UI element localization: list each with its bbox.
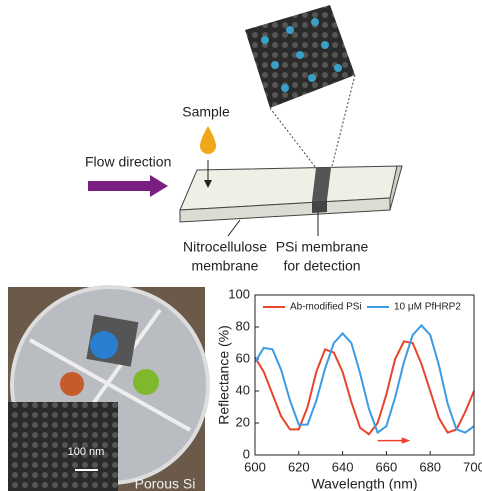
y-tick-label: 40 — [236, 382, 250, 397]
series-line — [255, 325, 474, 432]
scale-label: 100 nm — [68, 446, 105, 458]
y-axis-label: Reflectance (%) — [216, 325, 232, 425]
y-tick-label: 20 — [236, 414, 250, 429]
x-tick-label: 680 — [419, 459, 441, 474]
flow-arrow — [88, 181, 150, 191]
psi-band — [312, 200, 327, 213]
legend-label: Ab-modified PSi — [290, 302, 362, 313]
spot — [90, 331, 118, 359]
x-tick-label: 660 — [376, 459, 398, 474]
photo-label: Porous Si — [135, 476, 196, 491]
x-tick-label: 700 — [463, 459, 482, 474]
y-tick-label: 80 — [236, 318, 250, 333]
flow-label: Flow direction — [85, 154, 171, 170]
leader — [228, 220, 240, 236]
x-tick-label: 600 — [244, 459, 266, 474]
sample-drop — [200, 126, 216, 154]
zoom-line — [332, 75, 355, 166]
shift-arrowhead — [402, 437, 411, 443]
flow-arrowhead — [150, 175, 168, 197]
figure: Sample Flow direction Nitrocellulose mem… — [0, 0, 482, 491]
strip-label: Nitrocellulose — [183, 239, 267, 255]
zoom-line — [270, 108, 316, 168]
y-tick-label: 100 — [228, 286, 250, 301]
y-tick-label: 60 — [236, 350, 250, 365]
sample-label: Sample — [182, 104, 230, 120]
x-tick-label: 620 — [288, 459, 310, 474]
photo: 100 nm Porous Si — [8, 287, 208, 491]
spot — [60, 372, 84, 396]
psi-label: PSi membrane — [276, 239, 369, 255]
schematic: Sample Flow direction Nitrocellulose mem… — [85, 5, 402, 274]
strip-label: membrane — [192, 258, 259, 274]
spot — [133, 369, 159, 395]
psi-label: for detection — [283, 258, 360, 274]
x-axis-label: Wavelength (nm) — [311, 476, 417, 491]
legend-label: 10 μM PfHRP2 — [394, 302, 461, 313]
x-tick-label: 640 — [332, 459, 354, 474]
